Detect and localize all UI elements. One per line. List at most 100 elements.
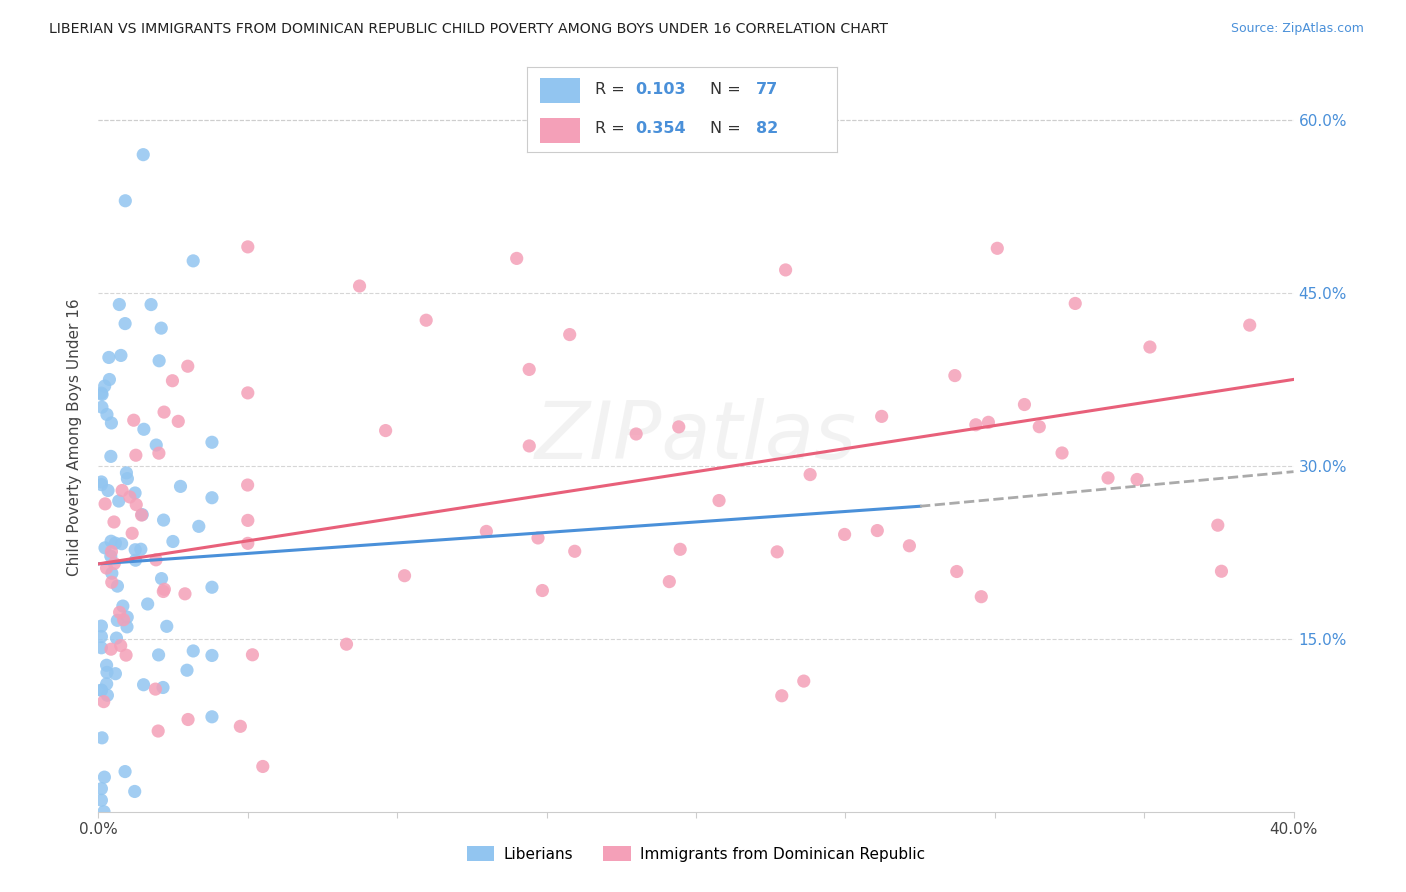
Point [162,374,184,388]
Point [669,542,692,557]
Point [125,448,148,462]
Point [201,580,224,594]
Point [162,534,184,549]
Point [177,359,200,374]
Point [236,240,259,254]
Point [96,665,118,680]
Point [517,439,540,453]
Point [475,524,498,539]
Point [100,549,122,564]
Point [97,483,120,498]
Point [97,351,120,365]
Point [770,689,793,703]
Point [148,446,170,460]
Point [115,466,138,480]
Point [181,644,204,658]
Point [124,486,146,500]
Point [374,424,396,438]
Text: 82: 82 [756,121,779,136]
Point [148,648,170,662]
Point [132,678,155,692]
Point [132,422,155,436]
Point [96,561,118,575]
Point [167,414,190,428]
Point [945,565,967,579]
Point [174,587,197,601]
Point [91,731,114,745]
Text: N =: N = [710,82,745,97]
Point [201,491,224,505]
Point [236,478,259,492]
Point [1239,318,1261,333]
Text: Source: ZipAtlas.com: Source: ZipAtlas.com [1230,22,1364,36]
Point [187,519,209,533]
Point [668,420,690,434]
Point [129,542,152,557]
Text: 0.354: 0.354 [636,121,686,136]
Point [136,597,159,611]
Point [101,566,124,581]
Text: 0.103: 0.103 [636,82,686,97]
Point [169,479,191,493]
Point [124,784,146,798]
Point [91,400,114,414]
Point [131,508,153,522]
Point [91,387,114,401]
Point [90,386,112,401]
Point [965,417,987,432]
Point [977,415,1000,429]
Point [110,348,132,362]
Point [153,405,176,419]
Point [156,619,179,633]
Point [114,194,136,208]
Legend: Liberians, Immigrants from Dominican Republic: Liberians, Immigrants from Dominican Rep… [461,839,931,868]
Point [150,572,173,586]
Point [100,575,122,590]
Point [527,531,550,545]
Point [105,613,128,627]
Point [90,683,112,698]
Point [107,494,129,508]
Point [866,524,889,538]
Point [145,438,167,452]
Text: LIBERIAN VS IMMIGRANTS FROM DOMINICAN REPUBLIC CHILD POVERTY AMONG BOYS UNDER 16: LIBERIAN VS IMMIGRANTS FROM DOMINICAN RE… [49,22,889,37]
Point [177,713,200,727]
Point [90,477,112,491]
Y-axis label: Child Poverty Among Boys Under 16: Child Poverty Among Boys Under 16 [67,298,83,576]
Point [90,630,112,644]
Point [93,770,115,784]
Point [90,683,112,698]
Point [124,553,146,567]
Point [96,677,118,691]
Text: R =: R = [595,121,630,136]
Point [943,368,966,383]
Point [90,619,112,633]
Point [117,472,139,486]
Point [506,252,529,266]
Point [1126,473,1149,487]
Point [111,599,134,613]
Point [139,297,162,311]
Point [766,545,789,559]
Point [98,372,121,386]
Point [108,297,131,311]
Point [1028,419,1050,434]
FancyBboxPatch shape [540,118,579,143]
Point [111,483,134,498]
Text: 77: 77 [756,82,779,97]
Point [517,362,540,376]
Point [834,527,856,541]
Point [114,317,136,331]
Point [93,379,115,393]
Point [100,544,122,558]
Point [104,536,127,550]
Point [114,764,136,779]
Point [201,435,224,450]
Point [707,493,730,508]
Point [96,408,118,422]
Point [153,582,176,597]
Point [1206,518,1229,533]
Point [870,409,893,424]
Point [181,253,204,268]
Point [236,385,259,400]
